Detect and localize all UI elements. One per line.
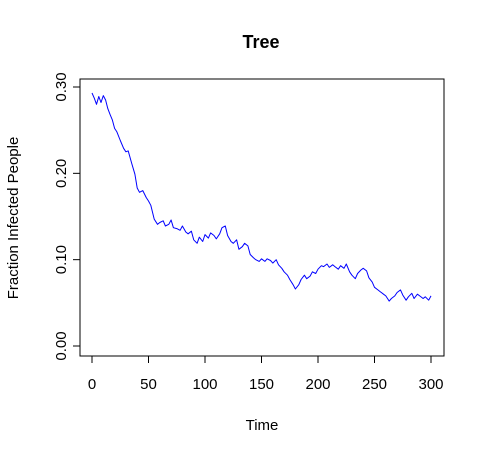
series-layer bbox=[91, 92, 432, 302]
x-tick-label: 50 bbox=[140, 376, 157, 393]
x-tick-label: 200 bbox=[305, 376, 330, 393]
y-tick-label: 0.20 bbox=[53, 159, 70, 188]
x-tick-label: 250 bbox=[362, 376, 387, 393]
series-line bbox=[91, 92, 432, 302]
chart-title: Tree bbox=[242, 32, 279, 52]
x-axis-title: Time bbox=[246, 417, 279, 434]
y-tick-label: 0.30 bbox=[53, 72, 70, 101]
x-tick-label: 300 bbox=[418, 376, 443, 393]
y-axis: 0.00 0.10 0.20 0.30 bbox=[53, 72, 81, 361]
x-axis: 0 50 100 150 200 250 300 bbox=[88, 355, 444, 393]
y-tick-label: 0.00 bbox=[53, 331, 70, 360]
x-tick-label: 100 bbox=[192, 376, 217, 393]
x-tick-label: 150 bbox=[249, 376, 274, 393]
plot-frame bbox=[79, 78, 445, 357]
y-axis-title: Fraction Infected People bbox=[5, 137, 22, 300]
y-tick-label: 0.10 bbox=[53, 245, 70, 274]
x-tick-label: 0 bbox=[88, 376, 96, 393]
